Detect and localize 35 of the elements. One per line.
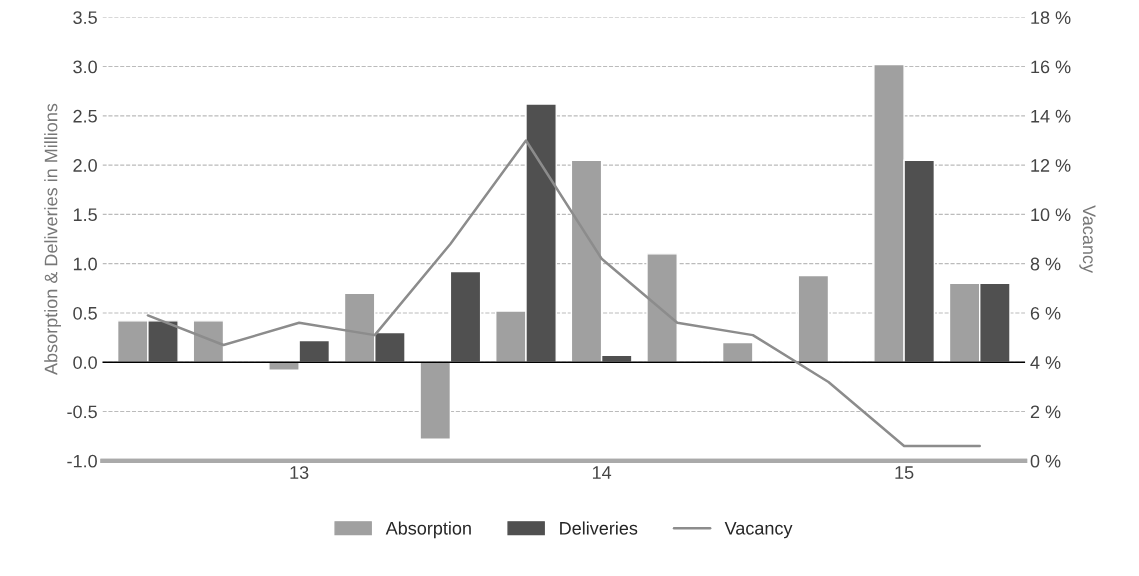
y2-tick-label: 16 % bbox=[1031, 60, 1071, 74]
y2-tick-label: 0 % bbox=[1030, 454, 1061, 468]
bar bbox=[646, 253, 678, 363]
bar bbox=[419, 361, 452, 440]
legend-label: Absorption bbox=[385, 521, 471, 539]
y2-tick-label: 10 % bbox=[1031, 208, 1071, 222]
y-tick-label: 2.5 bbox=[73, 109, 97, 123]
bar bbox=[298, 339, 331, 363]
legend-label: Deliveries bbox=[560, 521, 638, 535]
y2-tick-label: 8 % bbox=[1030, 257, 1061, 271]
y-axis-title: Absorption & Deliveries in Millions bbox=[44, 103, 61, 375]
y2-tick-label: 12 % bbox=[1031, 159, 1071, 172]
y-tick-label: 0.5 bbox=[73, 306, 97, 320]
y2-tick-label: 14 % bbox=[1031, 109, 1071, 123]
x-tick-label: 15 bbox=[895, 466, 914, 479]
legend-label: Vacancy bbox=[724, 522, 793, 539]
y2-tick-label: 6 % bbox=[1030, 306, 1061, 320]
y-tick-label: 0.0 bbox=[73, 356, 97, 369]
y-tick-label: 3.5 bbox=[73, 11, 97, 24]
x-tick-label: 14 bbox=[592, 466, 612, 479]
bar bbox=[449, 270, 482, 363]
x-tick-label: 13 bbox=[290, 466, 309, 479]
y-tick-label: -0.5 bbox=[67, 405, 97, 419]
line-series bbox=[146, 139, 981, 448]
y-tick-label: 1.0 bbox=[73, 257, 97, 271]
y-tick-label: 1.5 bbox=[73, 208, 97, 222]
y2-tick-label: 2 % bbox=[1030, 405, 1061, 419]
y-tick-label: 3.0 bbox=[73, 60, 97, 74]
bar bbox=[721, 341, 754, 363]
y2-tick-label: 4 % bbox=[1030, 356, 1061, 369]
bar bbox=[797, 274, 830, 363]
y-tick-label: -1.0 bbox=[67, 454, 97, 468]
y2-axis-title: Vacancy bbox=[1079, 205, 1096, 273]
y2-tick-label: 18 % bbox=[1031, 11, 1071, 24]
y-tick-label: 2.0 bbox=[73, 159, 97, 172]
